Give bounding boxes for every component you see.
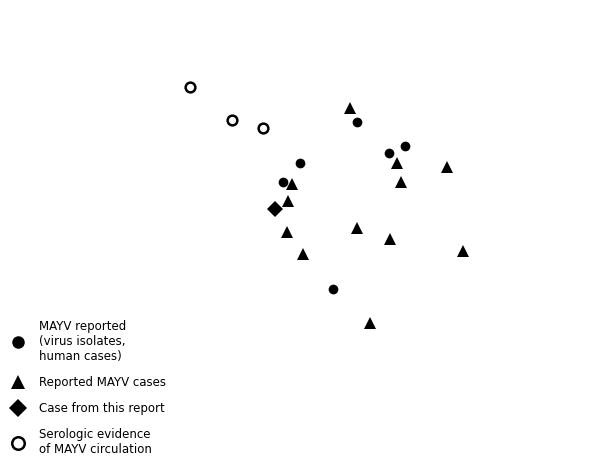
Legend: MAYV reported
(virus isolates,
human cases), Reported MAYV cases, Case from this: MAYV reported (virus isolates, human cas…: [6, 320, 166, 455]
